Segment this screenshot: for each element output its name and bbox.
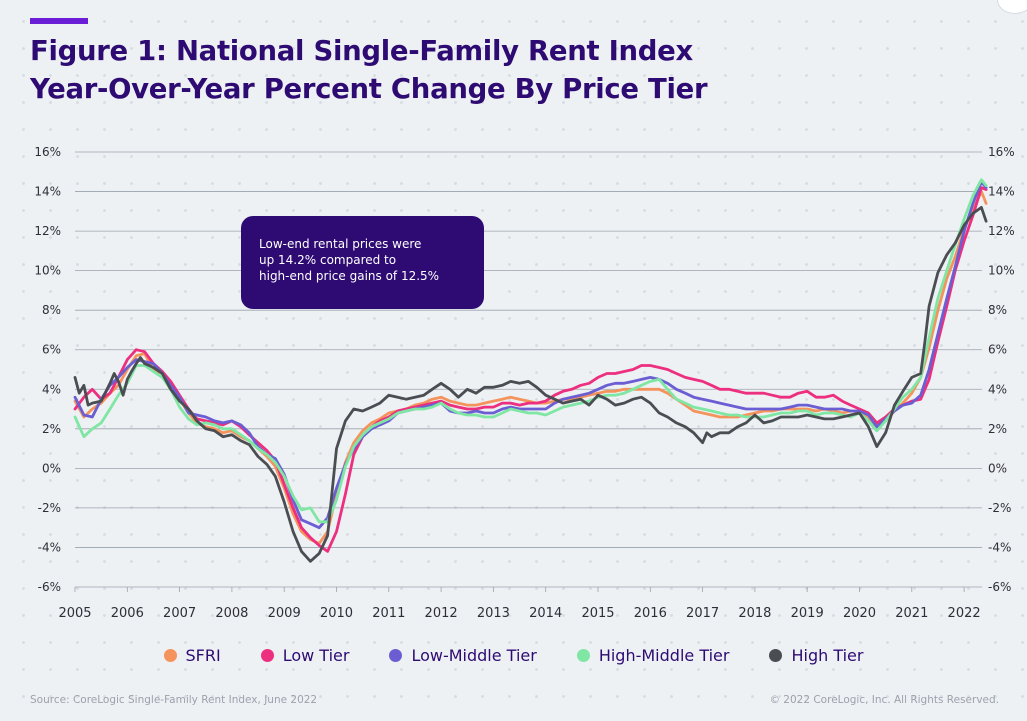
gridlines [75,151,982,588]
y-tick-label-left: 2% [42,422,61,436]
y-tick-label-left: 8% [42,303,61,317]
copyright-note: © 2022 CoreLogic, Inc. All Rights Reserv… [769,694,999,706]
y-tick-label-left: 0% [42,461,61,475]
source-note: Source: CoreLogic Single-Family Rent Ind… [30,694,318,706]
y-tick-label-right: 2% [988,422,1007,436]
legend-item: High Tier [769,646,863,665]
y-tick-label-right: 14% [988,185,1015,199]
x-tick-label: 2008 [215,606,248,621]
y-tick-label-right: 10% [988,264,1015,278]
legend-marker [389,649,403,662]
x-tick-label: 2013 [477,606,510,621]
y-tick-label-right: -2% [988,501,1011,515]
y-tick-label-left: 6% [42,343,61,357]
legend-marker [576,649,590,662]
series-lines [73,178,988,563]
x-axis: 2005 2006 2007 2008 2009 2010 2011 2012 2013 2014… [58,587,981,621]
series-line-low-tier [73,186,988,553]
legend-marker [769,649,783,662]
legend-item: SFRI [163,646,221,665]
legend-label: High-Middle Tier [598,646,730,665]
y-tick-label-left: -4% [38,540,61,554]
series-line-low-middle-tier [73,180,988,530]
legend-label: SFRI [185,646,221,665]
y-tick-label-left: 10% [34,264,61,278]
x-tick-label: 2012 [425,606,458,621]
x-tick-label: 2019 [791,606,824,621]
y-tick-label-right: 12% [988,224,1015,238]
x-tick-label: 2015 [581,606,614,621]
legend-label: High Tier [791,646,864,665]
chart-title: Figure 1: National Single-Family Rent In… [30,32,708,108]
x-tick-label: 2006 [111,606,144,621]
chart-title-line-1: Figure 1: National Single-Family Rent In… [30,35,693,67]
callout-line-3: high-end price gains of 12.5% [259,269,440,283]
chart-title-line-2: Year-Over-Year Percent Change By Price T… [30,73,708,105]
x-tick-label: 2005 [58,606,91,621]
callout-line-2: up 14.2% compared to [259,253,397,267]
x-tick-label: 2010 [320,606,353,621]
y-tick-label-left: -6% [38,580,61,594]
y-tick-label-right: 0% [988,461,1007,475]
series-line-sfri [73,190,988,545]
x-tick-label: 2014 [529,606,562,621]
legend-label: Low-Middle Tier [411,646,537,665]
y-tick-label-right: 16% [988,145,1015,159]
y-tick-label-right: 4% [988,382,1007,396]
x-tick-label: 2011 [372,606,405,621]
x-tick-label: 2007 [163,606,196,621]
legend-item: Low Tier [260,646,350,665]
y-tick-label-left: 14% [34,185,61,199]
y-tick-label-left: -2% [38,501,61,515]
x-tick-label: 2021 [895,606,928,621]
y-tick-label-left: 12% [34,224,61,238]
y-tick-label-right: 6% [988,343,1007,357]
y-axis-left: -6% -4% -2% 0% 2% 4% 6% 8% 10% 12% 14% 16% [34,145,61,594]
x-tick-label: 2009 [268,606,301,621]
legend-marker [163,649,177,662]
y-tick-label-left: 4% [42,382,61,396]
x-tick-label: 2018 [738,606,771,621]
legend-item: Low-Middle Tier [389,646,537,665]
series-line-high-middle-tier [73,178,988,524]
y-tick-label-left: 16% [34,145,61,159]
callout-line-1: Low-end rental prices were [259,237,422,251]
y-axis-right: -6% -4% -2% 0% 2% 4% 6% 8% 10% 12% 14% 16% [988,145,1015,594]
legend-item: High-Middle Tier [576,646,730,665]
x-tick-label: 2022 [948,606,981,621]
legend-marker [260,649,274,662]
series-line-high-tier [73,206,988,563]
x-tick-label: 2020 [843,606,876,621]
legend-label: Low Tier [282,646,350,665]
y-tick-label-right: 8% [988,303,1007,317]
chart-legend: SFRI Low Tier Low-Middle Tier High-Middle T… [0,646,1027,665]
title-accent-bar [30,18,88,24]
x-tick-label: 2017 [686,606,719,621]
y-tick-label-right: -6% [988,580,1011,594]
y-tick-label-right: -4% [988,540,1011,554]
x-tick-label: 2016 [634,606,667,621]
annotation-callout: Low-end rental prices were up 14.2% comp… [241,216,484,309]
